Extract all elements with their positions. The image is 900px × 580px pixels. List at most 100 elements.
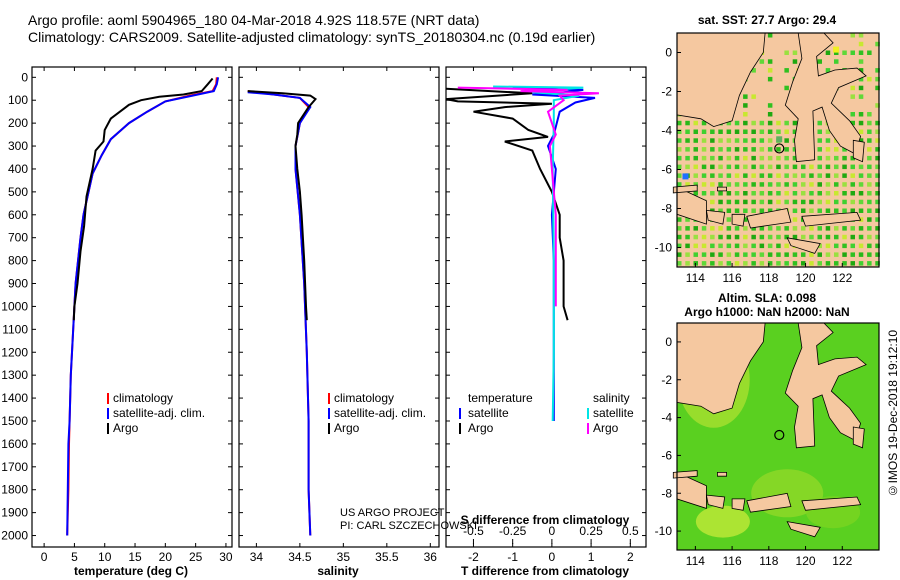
land-polygon	[746, 492, 792, 513]
sst-pixel	[858, 41, 864, 47]
y-tick-label: 200	[8, 116, 28, 130]
map-y-tick-label: 0	[665, 335, 672, 349]
sst-pixel	[751, 129, 756, 134]
land-polygon	[746, 208, 792, 229]
sst-pixel	[792, 261, 798, 266]
sst-pixel	[718, 129, 723, 134]
sst-pixel	[801, 208, 806, 213]
sst-map-frame	[676, 32, 880, 268]
x-tick-label: 1	[588, 550, 595, 564]
y-tick-label: 1700	[1, 460, 28, 474]
sst-pixel	[792, 120, 798, 126]
sst-pixel	[718, 173, 723, 178]
map-x-tick-label: 120	[796, 271, 816, 285]
sst-pixel	[693, 138, 698, 143]
sst-pixel	[767, 173, 773, 178]
sst-pixel	[792, 252, 798, 257]
land-polygon	[731, 498, 746, 511]
sst-pixel	[693, 234, 698, 240]
sst-pixel	[726, 120, 732, 126]
project-label: US ARGO PROJECT	[340, 507, 445, 519]
sst-pixel	[685, 147, 690, 152]
sst-pixel	[710, 155, 715, 161]
sst-pixel	[842, 191, 847, 196]
s-tick-label: 0	[549, 524, 556, 538]
diff-legend-label-t-satellite: satellite	[468, 406, 509, 420]
sst-pixel	[792, 234, 798, 240]
sst-pixel	[734, 155, 740, 161]
sst-pixel	[751, 234, 756, 240]
sla-argo-location-marker	[774, 429, 785, 441]
sst-pixel	[751, 138, 756, 143]
sst-pixel	[776, 191, 781, 196]
sst-pixel	[834, 261, 839, 266]
map-y-tick-label: -4	[661, 411, 672, 425]
sst-pixel	[792, 226, 798, 231]
sst-pixel	[677, 155, 682, 161]
salinity-legend: climatology satellite-adj. clim. Argo	[328, 391, 426, 435]
sst-pixel	[817, 173, 822, 178]
sst-pixel	[784, 261, 789, 266]
sst-pixel	[759, 182, 765, 187]
sst-pixel	[850, 173, 855, 178]
sst-map-title: sat. SST: 27.7 Argo: 29.4	[698, 13, 837, 27]
sst-pixel	[809, 182, 814, 187]
temperature-axes-frame	[31, 66, 233, 548]
sst-pixel	[734, 243, 740, 249]
sst-pixel	[784, 120, 789, 126]
sst-pixel	[809, 173, 814, 178]
sst-pixel	[767, 68, 773, 73]
map-x-tick-label: 114	[686, 554, 705, 568]
sst-pixel	[867, 182, 872, 187]
x-tick-label: 34	[250, 550, 264, 564]
sst-pixel	[834, 252, 839, 257]
sst-pixel	[701, 243, 707, 249]
sst-pixel	[858, 199, 864, 205]
y-tick-label: 1400	[1, 391, 28, 405]
sst-pixel	[743, 120, 748, 126]
sst-pixel	[809, 199, 814, 205]
sst-pixel	[867, 120, 872, 126]
sst-pixel	[759, 208, 765, 213]
x-tick-label: 20	[159, 550, 173, 564]
land-polygon	[717, 186, 727, 192]
sst-pixel	[834, 243, 839, 249]
sst-pixel	[710, 147, 715, 152]
x-tick-label: -2	[468, 550, 479, 564]
series-line-argo	[247, 90, 317, 321]
sst-pixel	[743, 94, 748, 99]
sst-pixel	[867, 112, 872, 117]
sst-pixel	[817, 129, 822, 134]
sst-pixel	[809, 208, 814, 213]
sst-pixel	[875, 76, 880, 82]
sst-pixel	[767, 112, 773, 117]
sst-pixel	[710, 173, 715, 178]
sst-pixel	[726, 234, 732, 240]
sst-pixel	[801, 182, 806, 187]
y-tick-label: 600	[8, 208, 28, 222]
sst-pixel	[842, 173, 847, 178]
sst-pixel	[875, 252, 880, 257]
sst-pixel	[685, 234, 690, 240]
series-line-salinity-satellite	[493, 85, 584, 422]
sst-pixel	[850, 191, 855, 196]
sst-pixel	[867, 234, 872, 240]
sst-pixel	[825, 261, 831, 266]
sst-pixel	[710, 234, 715, 240]
sst-pixel	[825, 199, 831, 205]
sst-pixel	[693, 147, 698, 152]
sst-pixel	[751, 147, 756, 152]
sst-pixel	[842, 252, 847, 257]
sst-pixel	[850, 120, 855, 126]
sst-pixel	[776, 243, 781, 249]
sst-pixel	[685, 138, 690, 143]
sst-pixel	[743, 129, 748, 134]
sst-pixel	[685, 261, 690, 266]
sst-pixel	[850, 155, 855, 161]
sst-pixel	[792, 199, 798, 205]
sst-pixel	[867, 155, 872, 161]
y-tick-label: 100	[8, 93, 28, 107]
sst-pixel	[842, 155, 847, 161]
sst-pixel	[842, 234, 847, 240]
sst-pixel	[759, 173, 765, 178]
